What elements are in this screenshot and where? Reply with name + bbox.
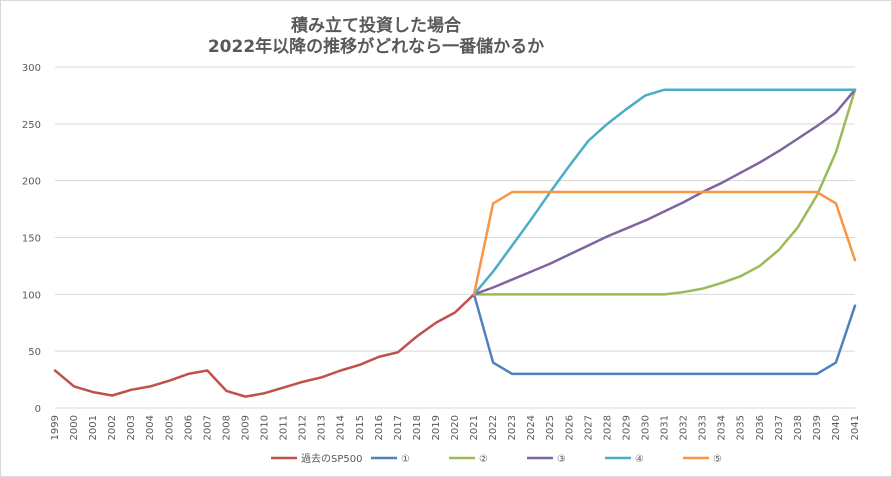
x-tick-label: 2030 xyxy=(640,415,651,440)
x-tick-label: 2025 xyxy=(545,415,556,440)
x-tick-label: 2009 xyxy=(240,415,251,440)
y-tick-label: 250 xyxy=(22,120,41,131)
y-tick-label: 100 xyxy=(22,290,41,301)
y-tick-label: 300 xyxy=(22,63,41,74)
x-tick-label: 2041 xyxy=(850,415,861,440)
x-tick-label: 2034 xyxy=(717,415,728,440)
x-tick-label: 2035 xyxy=(736,415,747,440)
legend-label-2: ① xyxy=(401,454,410,465)
x-tick-label: 2012 xyxy=(298,415,309,440)
y-tick-label: 150 xyxy=(22,234,41,245)
x-tick-label: 2019 xyxy=(431,415,442,440)
x-tick-label: 2036 xyxy=(755,415,766,440)
x-tick-label: 2028 xyxy=(602,415,613,440)
x-tick-label: 2010 xyxy=(260,415,271,440)
x-tick-label: 2023 xyxy=(507,415,518,440)
legend-label-4: ③ xyxy=(557,454,566,465)
y-tick-label: 0 xyxy=(35,404,41,415)
x-tick-label: 2015 xyxy=(355,415,366,440)
x-tick-label: 2005 xyxy=(164,415,175,440)
legend-label-1: 過去のSP500 xyxy=(301,453,362,465)
x-tick-label: 2017 xyxy=(393,415,404,440)
x-tick-label: 2004 xyxy=(145,415,156,440)
x-tick-label: 2013 xyxy=(317,415,328,440)
x-tick-label: 2039 xyxy=(812,415,823,440)
series-line-4 xyxy=(472,88,857,296)
x-tick-label: 2001 xyxy=(88,415,99,440)
x-tick-label: 2007 xyxy=(202,415,213,440)
x-tick-label: 2037 xyxy=(774,415,785,440)
x-tick-label: 2008 xyxy=(221,415,232,440)
series-line-3 xyxy=(472,88,857,296)
x-tick-label: 2000 xyxy=(69,415,80,440)
legend-label-5: ④ xyxy=(635,454,644,465)
x-tick-label: 2038 xyxy=(793,415,804,440)
legend-label-3: ② xyxy=(479,454,488,465)
series-line-6 xyxy=(472,190,857,296)
series-line-5 xyxy=(472,88,857,296)
series-line-2 xyxy=(472,293,857,376)
x-tick-label: 2018 xyxy=(412,415,423,440)
x-tick-label: 2026 xyxy=(564,415,575,440)
x-tick-label: 2040 xyxy=(831,415,842,440)
x-tick-label: 2014 xyxy=(336,415,347,440)
x-tick-label: 2003 xyxy=(126,415,137,440)
x-tick-label: 2022 xyxy=(488,415,499,440)
x-tick-label: 2032 xyxy=(679,415,690,440)
x-tick-label: 2024 xyxy=(526,415,537,440)
legend-label-6: ⑤ xyxy=(713,454,722,465)
chart-title-line-1: 積み立て投資した場合 xyxy=(291,15,462,36)
x-tick-label: 2031 xyxy=(660,415,671,440)
y-tick-label: 50 xyxy=(28,347,41,358)
x-tick-label: 2011 xyxy=(279,415,290,440)
x-tick-label: 2029 xyxy=(621,415,632,440)
x-tick-label: 2002 xyxy=(107,415,118,440)
x-tick-label: 2027 xyxy=(583,415,594,440)
series-line-1 xyxy=(53,293,476,398)
chart-title-line-2: 2022年以降の推移がどれなら一番儲かるか xyxy=(208,36,544,57)
x-tick-label: 1999 xyxy=(50,415,61,440)
x-tick-label: 2021 xyxy=(469,415,480,440)
x-tick-label: 2033 xyxy=(698,415,709,440)
x-tick-label: 2016 xyxy=(374,415,385,440)
x-tick-label: 2006 xyxy=(183,415,194,440)
x-tick-label: 2020 xyxy=(450,415,461,440)
y-tick-label: 200 xyxy=(22,177,41,188)
